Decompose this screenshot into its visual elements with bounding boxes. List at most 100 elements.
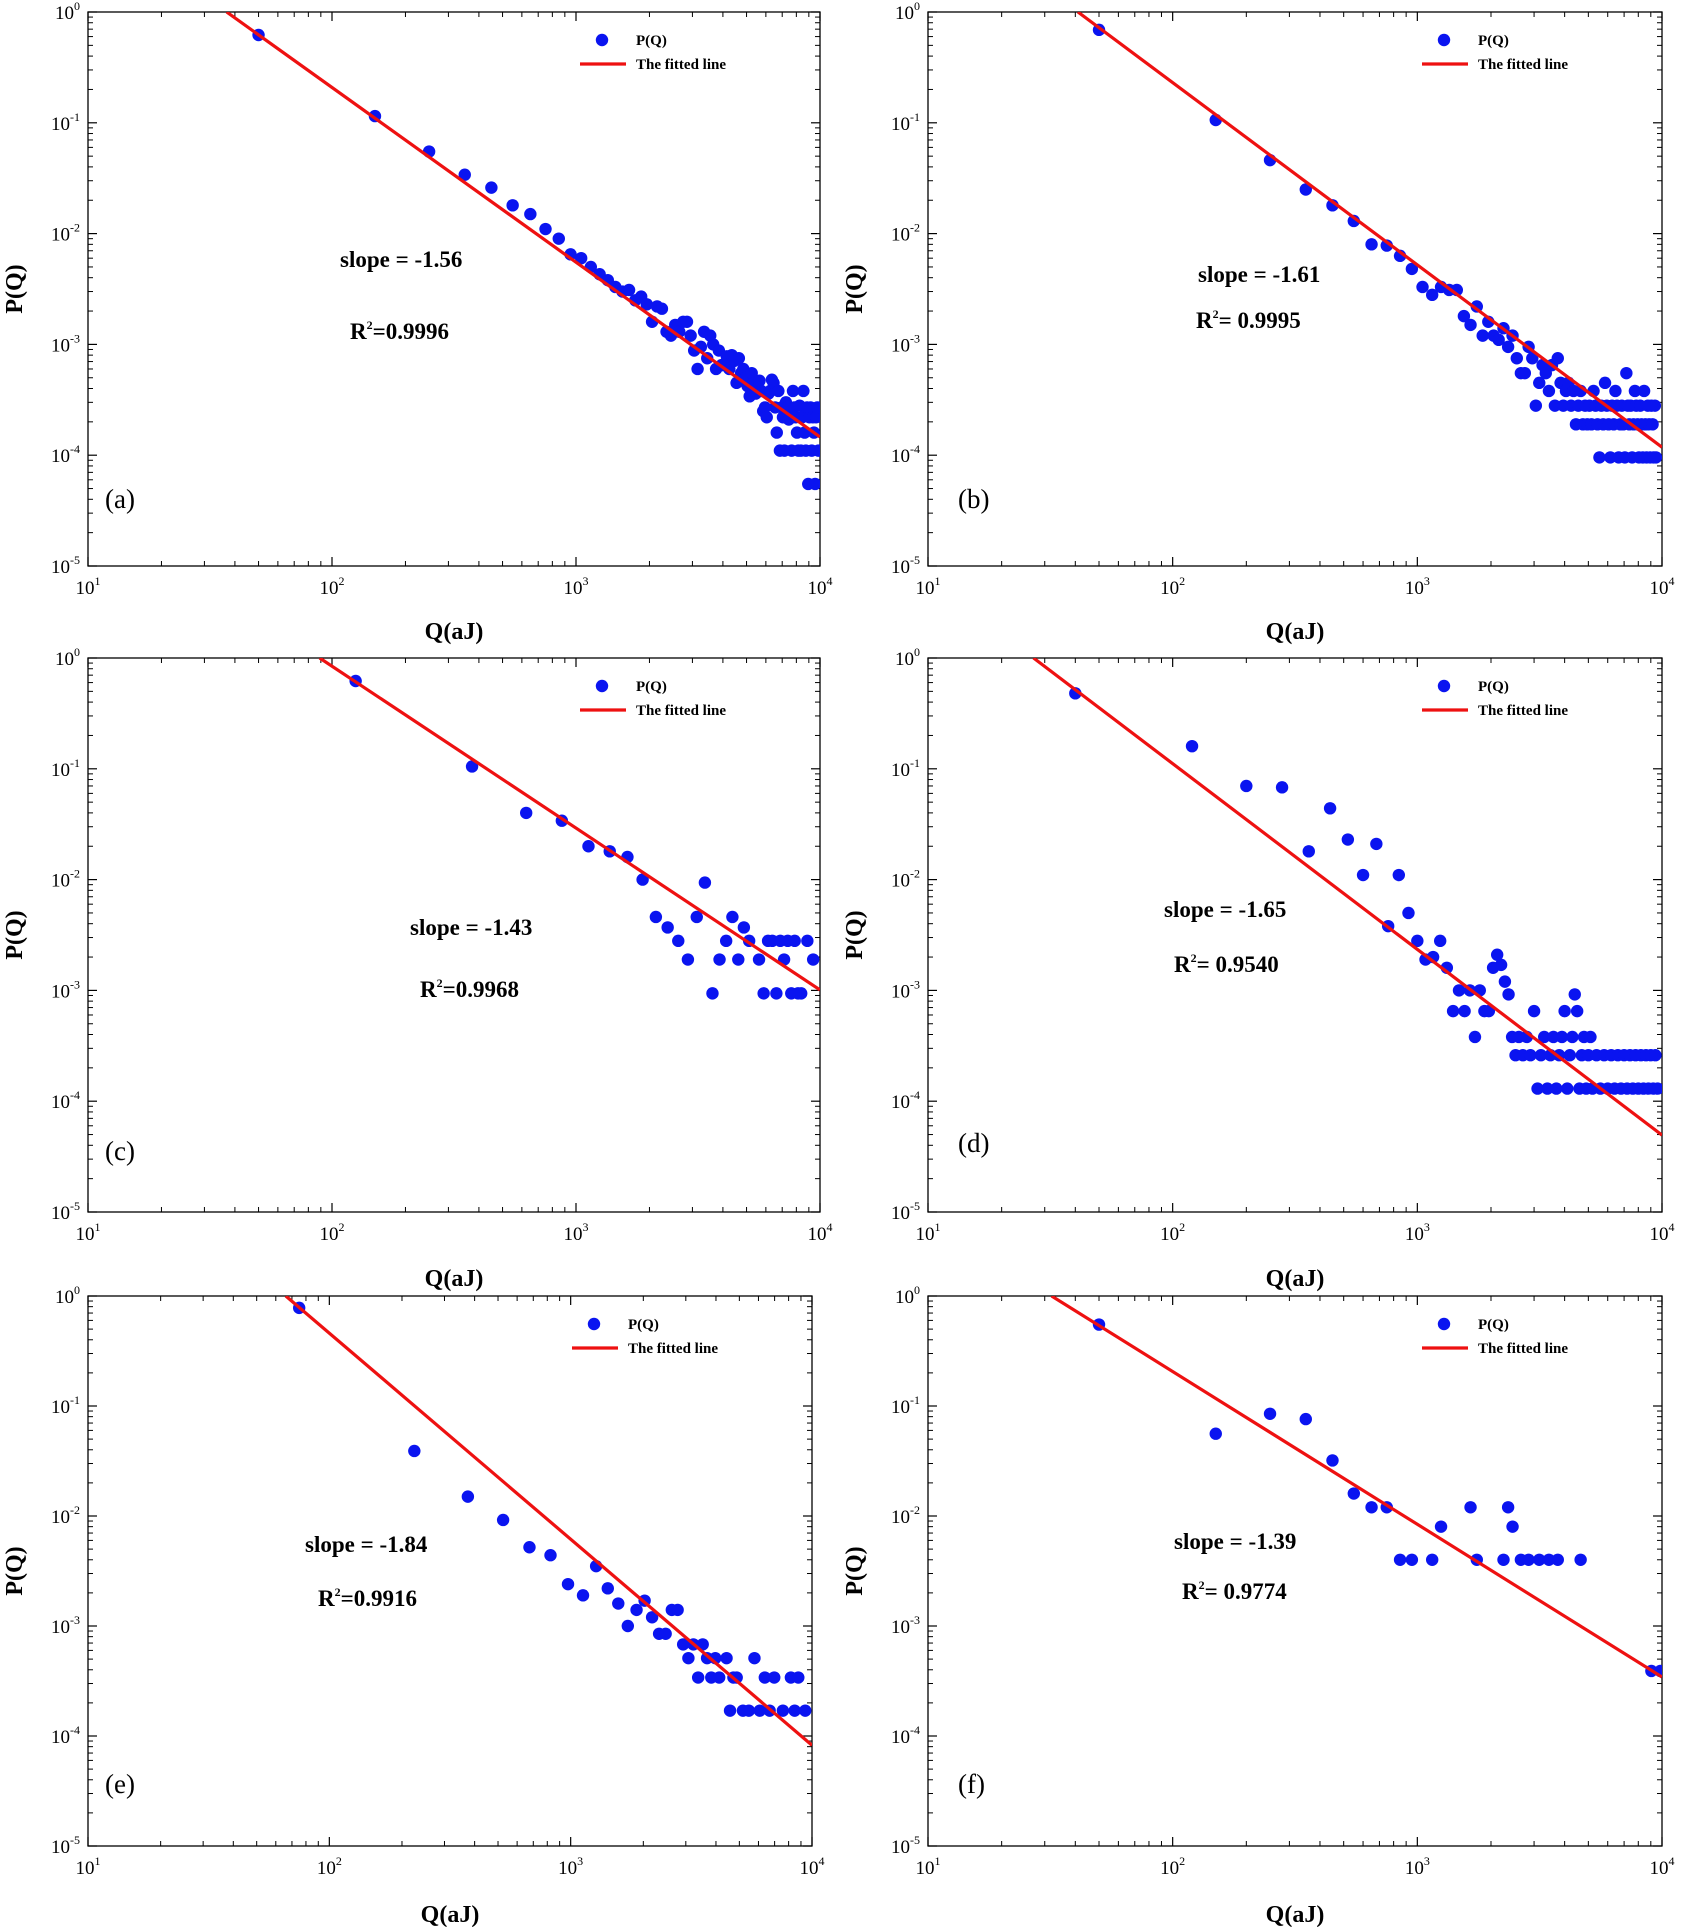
data-point [506,199,519,212]
y-axis-title: P(Q) [2,1546,28,1595]
r2-annotation: R2= 0.9540 [1174,951,1279,977]
data-point [1598,376,1612,390]
data-point [1550,1082,1563,1095]
legend-points-label: P(Q) [636,679,667,695]
data-point [786,384,800,398]
y-tick-label: 10-4 [891,1088,920,1113]
data-point [748,1651,761,1665]
data-point [1534,1049,1548,1062]
legend-line-label: The fitted line [636,57,726,73]
y-axis-title: P(Q) [2,264,28,313]
legend-point-marker [1437,679,1451,693]
y-tick-label: 10-4 [891,1723,920,1748]
data-point [1425,1553,1439,1566]
legend-line-label: The fitted line [1478,703,1568,719]
data-point [1365,238,1378,251]
y-tick-label: 10-1 [51,110,80,135]
data-point [810,411,820,424]
y-tick-label: 10-2 [891,1503,920,1528]
y-tick-label: 10-3 [51,1613,80,1638]
data-point [1464,1501,1477,1514]
data-point [1584,1030,1597,1044]
data-point [1405,262,1419,276]
y-tick-label: 10-1 [891,110,920,135]
data-point [712,1671,726,1684]
slope-annotation: slope = -1.61 [1198,262,1320,287]
data-point [752,953,766,966]
data-point [636,873,649,886]
data-point [1547,1030,1560,1044]
data-point [458,168,471,181]
data-point [1433,934,1447,948]
legend-point-marker [595,679,609,693]
data-point [1551,352,1564,365]
data-point [1529,399,1543,412]
data-point [757,987,770,1000]
y-axis-title: P(Q) [842,264,868,313]
data-point [1356,868,1370,882]
y-tick-label: 10-2 [891,867,920,892]
legend-points-label: P(Q) [636,33,667,49]
data-point [1551,1553,1564,1566]
data-point [812,444,820,457]
x-tick-label: 104 [800,1854,825,1879]
y-tick-label: 10-5 [51,1833,80,1858]
data-point [1275,781,1289,794]
panel-d: slope = -1.65 R2= 0.9540 (d) 101 102 103 10… [842,645,1675,1292]
x-tick-label: 101 [916,574,941,599]
slope-annotation: slope = -1.65 [1164,897,1286,922]
fitted-line [225,12,820,439]
data-point [1326,1454,1339,1467]
data-point [1392,868,1406,882]
x-axis-title: Q(aJ) [425,1266,484,1292]
y-tick-label: 10-3 [51,977,80,1002]
y-tick-label: 100 [895,1283,920,1308]
data-point [1425,288,1439,302]
data-point [811,401,820,414]
y-tick-label: 10-3 [891,977,920,1002]
data-point [1542,384,1556,398]
legend-line-label: The fitted line [628,1341,718,1357]
y-tick-label: 10-2 [51,867,80,892]
data-point [1533,376,1546,390]
data-point [1628,384,1642,398]
y-axis-title: P(Q) [842,910,868,959]
y-tick-label: 100 [55,1283,80,1308]
data-point [1561,1082,1574,1095]
x-tick-label: 103 [1405,1854,1430,1879]
data-point [1185,739,1199,753]
data-point [732,953,745,966]
data-point [1370,837,1383,851]
data-point [1566,1030,1579,1044]
data-point [760,411,773,424]
data-point [672,934,685,948]
y-axis-title: P(Q) [2,910,28,959]
data-point [1558,1004,1571,1018]
panel-label: (d) [958,1128,989,1158]
x-tick-label: 103 [564,1220,589,1245]
data-point [671,1603,684,1617]
x-tick-label: 104 [1650,1854,1675,1879]
y-tick-label: 10-1 [891,756,920,781]
data-point [1402,906,1415,920]
legend-line-label: The fitted line [636,703,726,719]
data-point [1416,280,1429,294]
data-point [770,987,783,1000]
x-tick-label: 102 [320,1220,345,1245]
data-point [1209,1427,1222,1440]
data-point [1458,1004,1471,1018]
data-point [713,953,726,966]
data-point [1533,1553,1546,1566]
data-point [496,1513,510,1527]
slope-annotation: slope = -1.84 [305,1532,428,1557]
y-tick-label: 10-3 [891,1613,920,1638]
plot-frame [927,657,1663,1213]
y-tick-label: 10-4 [891,442,920,467]
panel-f: slope = -1.39 R2= 0.9774 (f) 101 102 103 10… [842,1283,1675,1927]
legend-line-label: The fitted line [1478,1341,1568,1357]
data-point [788,934,801,948]
data-point [768,1671,781,1684]
data-points [349,674,820,1000]
data-point [1263,1407,1277,1420]
plot-frame [927,11,1663,567]
